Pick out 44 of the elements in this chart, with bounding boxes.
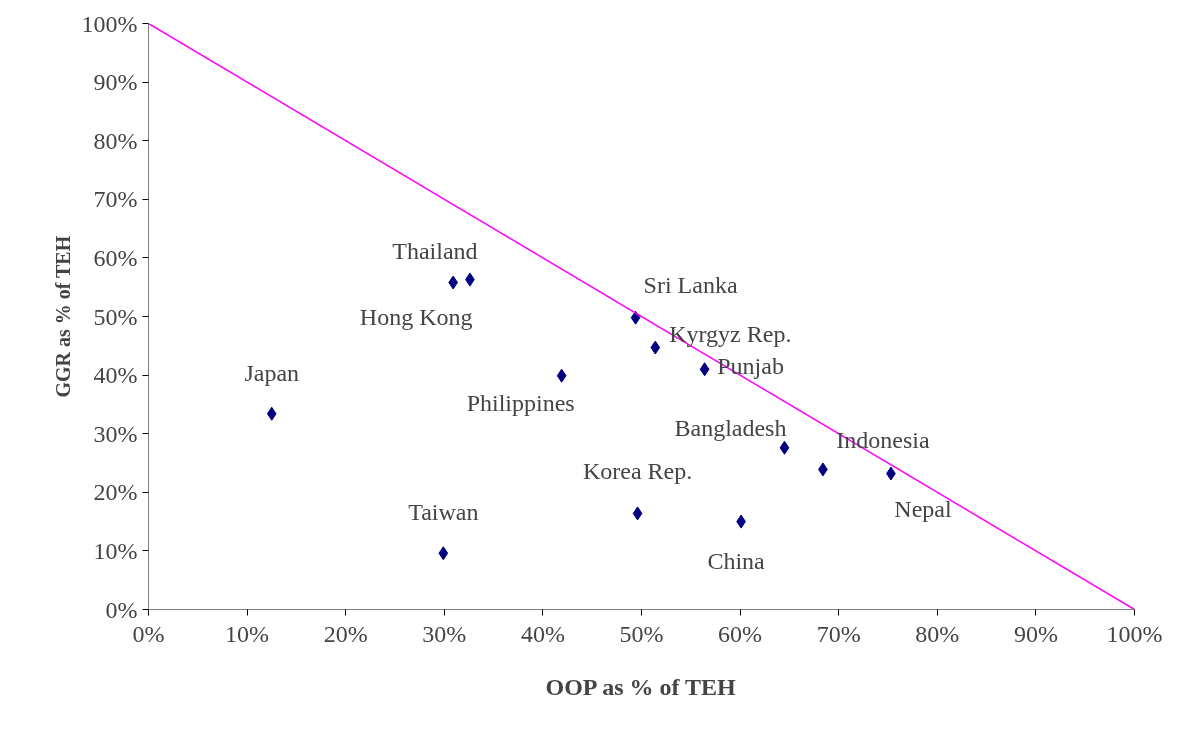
annotation: Nepal xyxy=(894,495,952,522)
annotation: Taiwan xyxy=(408,499,479,526)
x-tick-label: 10% xyxy=(225,620,270,647)
x-tick-label: 90% xyxy=(1013,620,1058,647)
annotation: Hong Kong xyxy=(359,303,473,330)
x-tick-label: 100% xyxy=(1106,620,1163,647)
annotation: China xyxy=(707,547,766,574)
x-tick-label: 20% xyxy=(323,620,368,647)
point xyxy=(779,440,790,455)
point xyxy=(266,406,277,421)
x-tick-label: 50% xyxy=(619,620,664,647)
x-tick-label: 80% xyxy=(915,620,960,647)
y-tick-label: 80% xyxy=(93,127,138,154)
x-tick-label: 0% xyxy=(132,620,165,647)
x-tick-label: 60% xyxy=(718,620,763,647)
point xyxy=(632,506,643,521)
y-tick-label: 50% xyxy=(93,303,138,330)
x-tick-label: 40% xyxy=(520,620,565,647)
y-tick-label: 0% xyxy=(105,596,138,623)
x-tick-label: 30% xyxy=(422,620,467,647)
y-tick-label: 60% xyxy=(93,244,138,271)
y-axis-title: GGR as % of TEH xyxy=(51,235,74,398)
point xyxy=(438,546,449,561)
point xyxy=(448,275,459,290)
y-tick-label: 70% xyxy=(93,186,138,213)
point xyxy=(650,340,661,355)
y-tick-label: 100% xyxy=(81,10,138,37)
x-axis-title: OOP as % of TEH xyxy=(545,673,737,700)
y-tick-label: 10% xyxy=(93,537,138,564)
y-tick-label: 90% xyxy=(93,69,138,96)
point xyxy=(630,310,641,325)
y-tick-label: 40% xyxy=(93,362,138,389)
y-tick-label: 30% xyxy=(93,420,138,447)
annotation: Philippines xyxy=(466,389,575,416)
x-tick-label: 70% xyxy=(816,620,861,647)
y-tick-label: 20% xyxy=(93,479,138,506)
point xyxy=(556,368,567,383)
annotation: Sri Lanka xyxy=(643,271,738,298)
annotation: Thailand xyxy=(392,237,478,264)
annotation: Korea Rep. xyxy=(582,458,693,485)
point xyxy=(699,362,710,377)
annotation: Bangladesh xyxy=(674,414,787,441)
annotation: Kyrgyz Rep. xyxy=(669,320,792,347)
annotation: Japan xyxy=(244,359,300,386)
